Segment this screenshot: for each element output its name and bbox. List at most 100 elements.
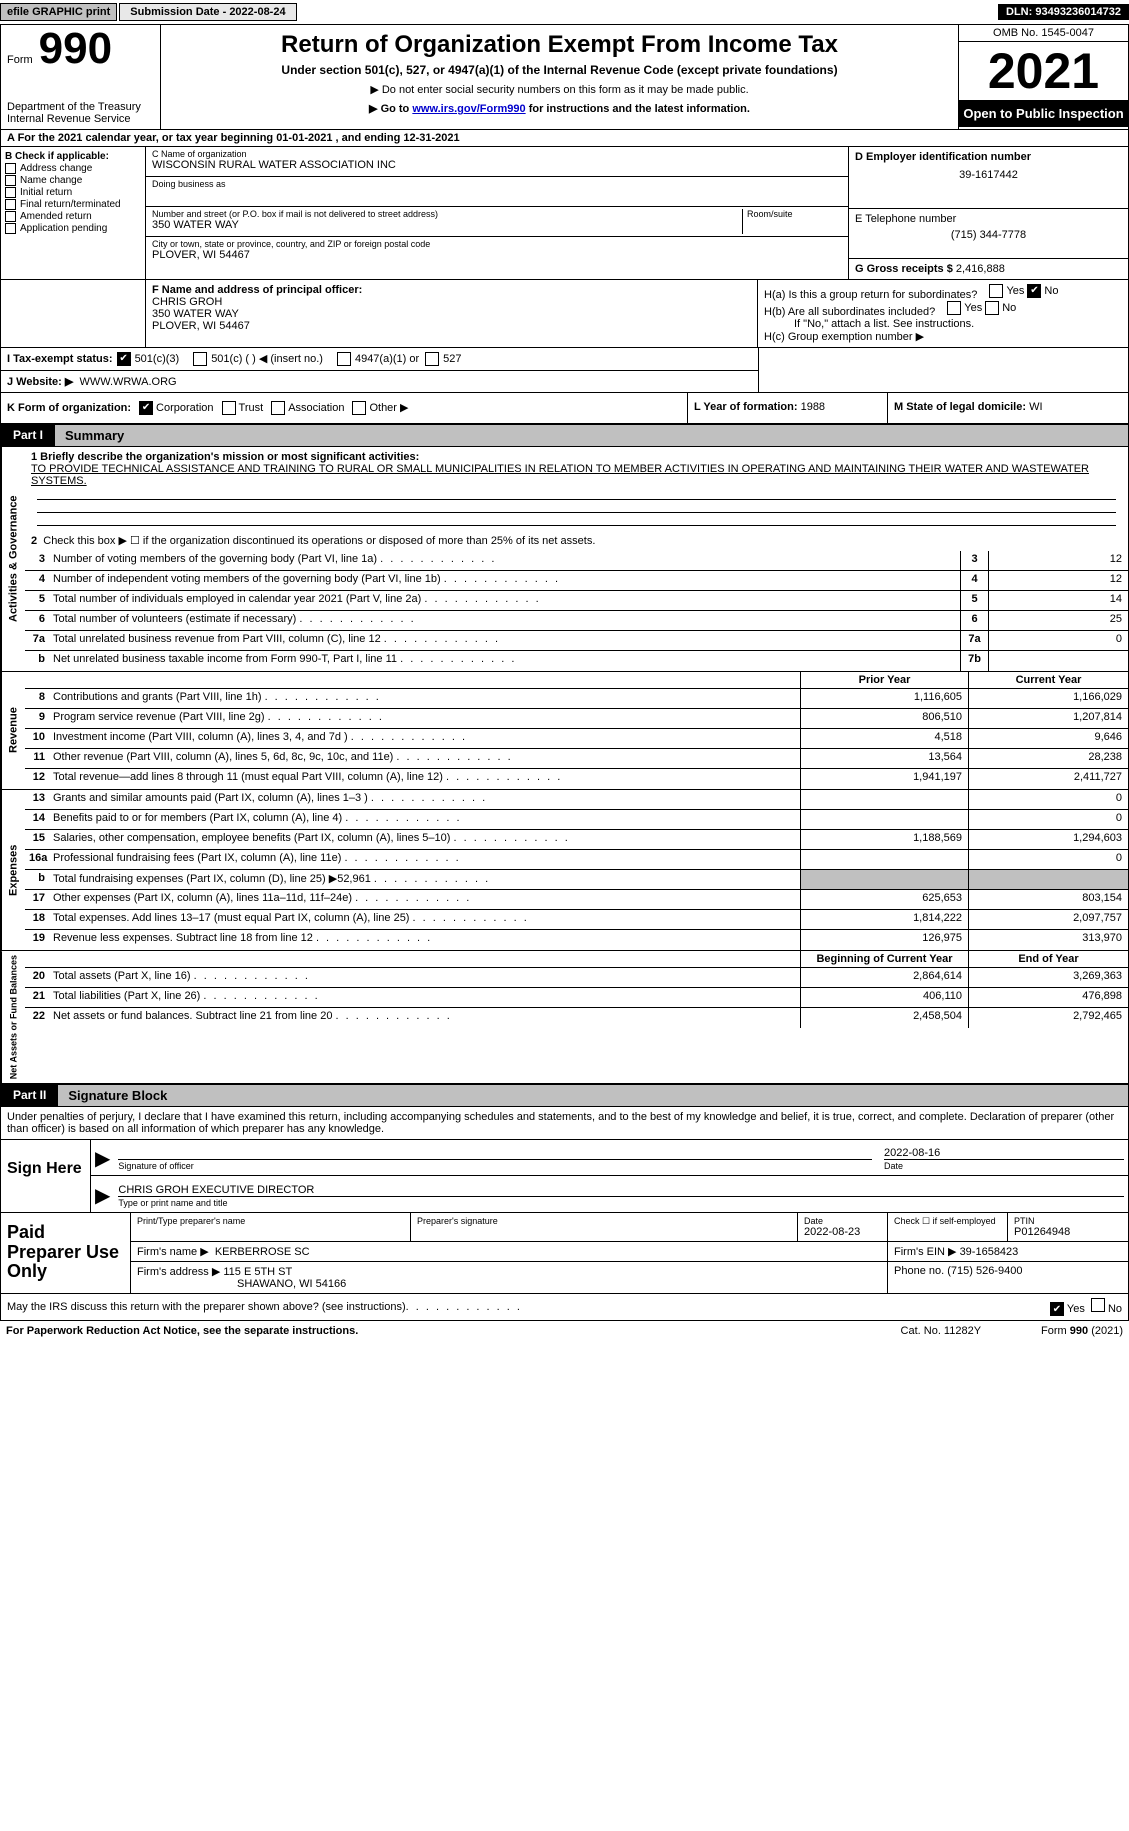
checkbox-icon: [5, 211, 16, 222]
part-2-num: Part II: [1, 1085, 58, 1105]
summary-line: 12Total revenue—add lines 8 through 11 (…: [25, 769, 1128, 789]
ein-value: 39-1617442: [855, 169, 1122, 181]
checkbox-icon[interactable]: [352, 401, 366, 415]
section-i-j: I Tax-exempt status: ✔501(c)(3) 501(c) (…: [0, 348, 1129, 393]
firm-addr-label: Firm's address ▶: [137, 1266, 220, 1278]
column-b: B Check if applicable: Address change Na…: [1, 147, 146, 279]
part-2-title: Signature Block: [58, 1085, 1128, 1106]
checkbox-checked-icon[interactable]: ✔: [117, 352, 131, 366]
phone-label: E Telephone number: [855, 213, 1122, 225]
paid-preparer-label: Paid Preparer Use Only: [1, 1213, 131, 1293]
column-c: C Name of organization WISCONSIN RURAL W…: [146, 147, 848, 279]
h-a-row: H(a) Is this a group return for subordin…: [764, 284, 1122, 301]
arrow-icon: ▶: [95, 1146, 110, 1171]
opt-527: 527: [443, 353, 461, 365]
summary-line: 15Salaries, other compensation, employee…: [25, 830, 1128, 850]
checkbox-icon[interactable]: [1091, 1298, 1105, 1312]
checkbox-icon: [5, 163, 16, 174]
self-employed-check[interactable]: Check ☐ if self-employed: [894, 1216, 1001, 1227]
cat-number: Cat. No. 11282Y: [901, 1325, 982, 1337]
summary-line: 16aProfessional fundraising fees (Part I…: [25, 850, 1128, 870]
opt-corp: Corporation: [156, 402, 213, 414]
check-app-pending[interactable]: Application pending: [5, 223, 141, 234]
department-label: Department of the Treasury Internal Reve…: [1, 97, 160, 129]
end-year-header: End of Year: [968, 951, 1128, 967]
irs-link[interactable]: www.irs.gov/Form990: [412, 103, 525, 115]
revenue-header-row: Prior Year Current Year: [25, 672, 1128, 689]
check-initial-return[interactable]: Initial return: [5, 187, 141, 198]
ptin-value: P01264948: [1014, 1226, 1122, 1238]
year-formation: 1988: [801, 401, 825, 413]
opt-501c: 501(c) ( ) ◀ (insert no.): [211, 352, 323, 365]
officer-print-name: CHRIS GROH EXECUTIVE DIRECTOR: [118, 1184, 1124, 1196]
check-amended[interactable]: Amended return: [5, 211, 141, 222]
part-1-num: Part I: [1, 425, 55, 445]
summary-line: 14Benefits paid to or for members (Part …: [25, 810, 1128, 830]
checkbox-checked-icon[interactable]: ✔: [139, 401, 153, 415]
declaration-text: Under penalties of perjury, I declare th…: [0, 1107, 1129, 1140]
checkbox-icon[interactable]: [425, 352, 439, 366]
checkbox-icon[interactable]: [947, 301, 961, 315]
paperwork-notice: For Paperwork Reduction Act Notice, see …: [6, 1325, 358, 1337]
checkbox-icon[interactable]: [222, 401, 236, 415]
firm-name-label: Firm's name ▶: [137, 1246, 209, 1258]
tab-revenue: Revenue: [1, 672, 25, 789]
col-b-label: B Check if applicable:: [5, 151, 141, 162]
ptin-label: PTIN: [1014, 1216, 1122, 1226]
summary-line: 4Number of independent voting members of…: [25, 571, 1128, 591]
sign-here-label: Sign Here: [1, 1140, 91, 1212]
summary-line: bNet unrelated business taxable income f…: [25, 651, 1128, 671]
sign-here-block: Sign Here ▶ Signature of officer 2022-08…: [0, 1140, 1129, 1213]
column-d-e-g: D Employer identification number 39-1617…: [848, 147, 1128, 279]
prep-date-label: Date: [804, 1216, 881, 1226]
summary-line: 17Other expenses (Part IX, column (A), l…: [25, 890, 1128, 910]
prep-date: 2022-08-23: [804, 1226, 881, 1238]
checkbox-icon[interactable]: [989, 284, 1003, 298]
sign-date: 2022-08-16: [884, 1147, 1124, 1159]
officer-label: F Name and address of principal officer:: [152, 284, 751, 296]
form-header: Form 990 Department of the Treasury Inte…: [0, 24, 1129, 130]
summary-line: 18Total expenses. Add lines 13–17 (must …: [25, 910, 1128, 930]
opt-other: Other ▶: [369, 401, 408, 414]
website-label: J Website: ▶: [7, 376, 73, 388]
checkbox-icon[interactable]: [193, 352, 207, 366]
part-1-title: Summary: [55, 425, 1128, 446]
preparer-name-label: Print/Type preparer's name: [137, 1216, 404, 1226]
form-ref: Form 990 (2021): [1041, 1325, 1123, 1337]
summary-line: 9Program service revenue (Part VIII, lin…: [25, 709, 1128, 729]
tab-net-assets: Net Assets or Fund Balances: [1, 951, 25, 1083]
check-address-change[interactable]: Address change: [5, 163, 141, 174]
line-1-mission: 1 Briefly describe the organization's mi…: [25, 447, 1128, 530]
h-b-note: If "No," attach a list. See instructions…: [764, 318, 1122, 330]
summary-line: 21Total liabilities (Part X, line 26) 40…: [25, 988, 1128, 1008]
checkbox-icon[interactable]: [271, 401, 285, 415]
checkbox-icon[interactable]: [337, 352, 351, 366]
check-name-change[interactable]: Name change: [5, 175, 141, 186]
submission-date-btn[interactable]: Submission Date - 2022-08-24: [119, 3, 296, 21]
summary-line: 3Number of voting members of the governi…: [25, 551, 1128, 571]
year-formation-label: L Year of formation:: [694, 401, 798, 413]
checkbox-checked-icon[interactable]: ✔: [1050, 1302, 1064, 1316]
opt-4947: 4947(a)(1) or: [355, 353, 419, 365]
tax-year: 2021: [959, 42, 1128, 100]
efile-label: efile GRAPHIC print: [0, 3, 117, 21]
section-k-l-m: K Form of organization: ✔Corporation Tru…: [0, 393, 1129, 424]
firm-phone: (715) 526-9400: [947, 1265, 1022, 1277]
sign-date-label: Date: [884, 1159, 1124, 1171]
form-title: Return of Organization Exempt From Incom…: [169, 31, 950, 59]
section-b-to-g: B Check if applicable: Address change Na…: [0, 147, 1129, 280]
checkbox-checked-icon[interactable]: ✔: [1027, 284, 1041, 298]
section-activities-governance: Activities & Governance 1 Briefly descri…: [0, 447, 1129, 672]
officer-addr2: PLOVER, WI 54467: [152, 320, 751, 332]
line-2: 2 Check this box ▶ ☐ if the organization…: [25, 530, 1128, 551]
phone-value: (715) 344-7778: [855, 229, 1122, 241]
summary-line: 6Total number of volunteers (estimate if…: [25, 611, 1128, 631]
summary-line: 10Investment income (Part VIII, column (…: [25, 729, 1128, 749]
section-expenses: Expenses 13Grants and similar amounts pa…: [0, 790, 1129, 951]
gross-receipts-label: G Gross receipts $: [855, 263, 953, 275]
checkbox-icon: [5, 187, 16, 198]
checkbox-icon[interactable]: [985, 301, 999, 315]
check-final-return[interactable]: Final return/terminated: [5, 199, 141, 210]
form-word: Form: [1, 54, 33, 66]
section-net-assets: Net Assets or Fund Balances Beginning of…: [0, 951, 1129, 1084]
